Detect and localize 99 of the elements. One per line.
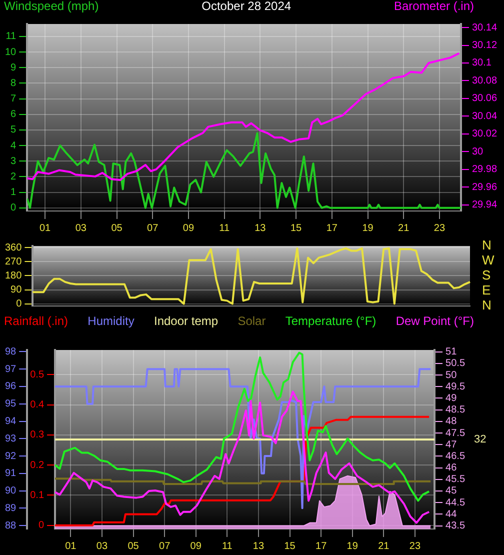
text: S [482, 268, 491, 283]
x-tick-label: 19 [346, 540, 358, 552]
y3-tick-label: 45 [446, 486, 458, 497]
y2-tick-label: 96 [5, 381, 17, 392]
y-tick-label: 0.5 [30, 369, 44, 380]
y3-tick-label: 48 [446, 416, 458, 428]
y-tick-label: 11 [6, 31, 17, 42]
y-tick-label: 7 [10, 94, 17, 105]
y2-tick-label: 30.04 [472, 110, 498, 122]
y3-tick-label: 51 [446, 346, 458, 358]
y2-tick-label: 30 [472, 146, 484, 158]
y2-tick-label: 89 [5, 502, 17, 514]
text: W [482, 252, 495, 268]
y3-tick-label: 49 [446, 392, 458, 404]
x-tick-label: 11 [222, 540, 233, 552]
y-tick-label: 6 [10, 109, 17, 120]
y2-tick-label: 30.08 [472, 75, 498, 86]
y2-tick-label: 29.94 [472, 200, 498, 211]
y3-tick-label: 46.5 [446, 450, 466, 462]
x-tick-label: 07 [147, 222, 159, 234]
y-tick-label: 8 [10, 78, 17, 89]
y3-tick-label: 44.5 [446, 497, 466, 508]
x-tick-label: 13 [252, 540, 264, 552]
text: Windspeed (mph) [4, 0, 99, 13]
x-tick-label: 21 [398, 222, 410, 234]
y-tick-label: 360 [4, 242, 22, 254]
y2-tick-label: 30.12 [472, 40, 498, 52]
text: 32 [474, 434, 486, 446]
y2-tick-label: 93 [5, 433, 17, 444]
x-tick-label: 01 [39, 222, 52, 234]
y-tick-label: 3 [10, 156, 17, 167]
x-tick-label: 13 [254, 222, 266, 234]
y3-tick-label: 48.5 [446, 404, 466, 416]
y-tick-label: 2 [10, 171, 17, 182]
chart-title: October 28 2024 [202, 0, 292, 13]
y-tick-label: 0.4 [30, 400, 44, 411]
x-tick-label: 17 [316, 540, 328, 552]
y-tick-label: 0 [10, 202, 17, 214]
text: Solar [238, 314, 266, 328]
y-tick-label: 0.1 [30, 490, 44, 501]
y3-tick-label: 43.5 [446, 520, 466, 532]
y2-tick-label: 98 [5, 346, 17, 358]
y-tick-label: 0 [16, 298, 22, 310]
x-tick-label: 03 [96, 540, 108, 552]
x-tick-label: 19 [362, 222, 374, 234]
y-tick-label: 10 [5, 46, 17, 58]
y2-tick-label: 95 [5, 398, 17, 410]
y-tick-label: 0 [38, 520, 44, 532]
y2-tick-label: 30.06 [472, 93, 498, 104]
text: Barometer (.in) [394, 0, 474, 13]
y3-tick-label: 49.5 [446, 381, 466, 392]
x-tick-label: 15 [290, 222, 302, 234]
text: Humidity [88, 314, 134, 328]
x-tick-label: 23 [434, 222, 446, 234]
y2-tick-label: 30.14 [472, 22, 498, 34]
text: Dew Point (°F) [396, 314, 474, 328]
x-tick-label: 23 [409, 540, 421, 552]
text: Indoor temp [154, 314, 218, 328]
x-tick-label: 17 [326, 222, 338, 234]
y2-tick-label: 94 [5, 416, 17, 427]
y-tick-label: 270 [4, 256, 22, 268]
y3-tick-label: 50 [446, 370, 458, 381]
y3-tick-label: 44 [446, 508, 458, 520]
y3-tick-label: 47 [446, 439, 458, 450]
y2-tick-label: 29.96 [472, 182, 498, 193]
y3-tick-label: 47.5 [446, 428, 466, 439]
x-tick-label: 09 [182, 222, 194, 234]
text: N [482, 238, 492, 253]
x-tick-label: 11 [219, 222, 230, 234]
y3-tick-label: 50.5 [446, 358, 466, 370]
x-tick-label: 15 [284, 540, 296, 552]
y-tick-label: 4 [10, 140, 17, 152]
y-tick-label: 9 [10, 62, 17, 74]
text: Rainfall (.in) [4, 314, 68, 328]
x-tick-label: 21 [378, 540, 390, 552]
y2-tick-label: 30.1 [472, 58, 492, 69]
x-tick-label: 09 [190, 540, 202, 552]
y2-tick-label: 88 [5, 520, 17, 532]
y-tick-label: 90 [10, 284, 22, 296]
text: E [482, 282, 491, 298]
y2-tick-label: 92 [5, 450, 17, 462]
y2-tick-label: 30.02 [472, 128, 498, 140]
y-tick-label: 0.3 [30, 430, 44, 441]
y2-tick-label: 91 [5, 468, 17, 480]
x-tick-label: 03 [75, 222, 87, 234]
y2-tick-label: 29.98 [472, 164, 498, 176]
y-tick-label: 5 [10, 124, 17, 136]
y3-tick-label: 45.5 [446, 474, 466, 486]
y3-tick-label: 46 [446, 462, 458, 474]
x-tick-label: 05 [111, 222, 123, 234]
text: N [482, 298, 492, 313]
y-tick-label: 180 [4, 270, 22, 282]
x-tick-label: 01 [65, 540, 77, 552]
y-tick-label: 0.2 [30, 460, 44, 471]
y2-tick-label: 97 [5, 364, 17, 375]
text: Temperature (°F) [285, 314, 376, 328]
x-tick-label: 05 [128, 540, 140, 552]
y-tick-label: 1 [10, 187, 17, 198]
x-tick-label: 07 [159, 540, 171, 552]
